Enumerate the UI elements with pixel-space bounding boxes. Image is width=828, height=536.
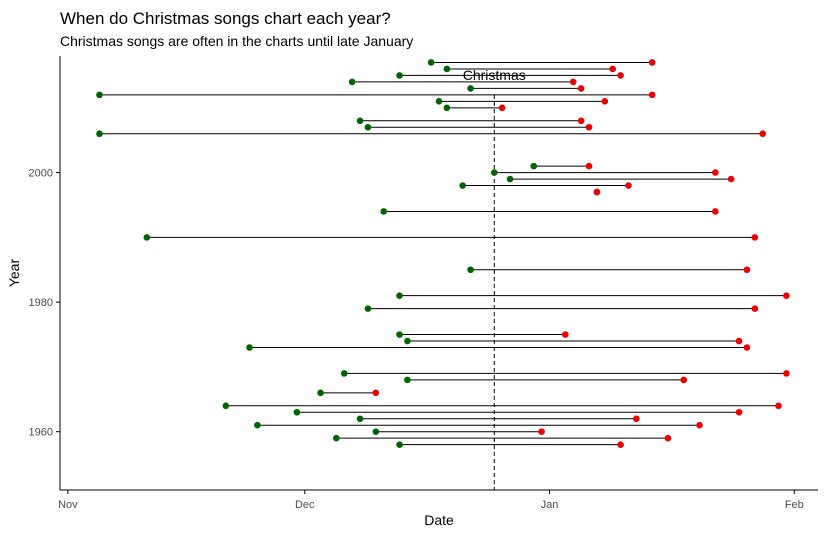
end-point-1963 <box>735 408 743 416</box>
start-point-1961 <box>254 421 261 429</box>
start-point-1969 <box>340 370 348 377</box>
start-point-1973 <box>246 344 253 351</box>
end-point-1994 <box>712 208 719 215</box>
y-axis-title: Year <box>6 259 22 288</box>
plot-area: Christmas <box>96 59 790 490</box>
start-point-2012 <box>96 91 103 99</box>
x-tick-label-nov: Nov <box>58 499 78 511</box>
end-point-1969 <box>783 370 790 377</box>
end-point-2001 <box>585 162 593 170</box>
end-point-1964 <box>775 402 782 410</box>
end-point-2000 <box>712 169 719 176</box>
start-point-1974 <box>404 337 411 345</box>
x-tick-label-dec: Dec <box>295 499 315 511</box>
end-point-2015 <box>617 72 624 79</box>
end-point-1998 <box>625 182 632 189</box>
end-point-1968 <box>680 376 688 384</box>
start-point-1981 <box>396 292 403 299</box>
start-point-2017 <box>427 59 435 66</box>
end-point-2007 <box>585 123 593 131</box>
start-point-1963 <box>293 408 301 416</box>
end-point-2013 <box>577 85 585 92</box>
start-point-2014 <box>348 78 356 86</box>
end-point-1958 <box>617 441 624 448</box>
end-point-1961 <box>696 421 703 429</box>
end-point-2014 <box>569 78 577 86</box>
start-point-1990 <box>143 234 151 241</box>
end-point-1999 <box>727 175 735 183</box>
end-point-2016 <box>609 65 617 73</box>
start-point-1968 <box>404 376 411 384</box>
end-point-2006 <box>759 130 767 138</box>
start-point-2006 <box>96 130 103 138</box>
start-point-1959 <box>333 434 340 442</box>
end-point-1990 <box>751 234 759 241</box>
start-point-2010 <box>443 104 451 112</box>
y-tick-label-1960: 1960 <box>29 427 53 439</box>
end-point-1997 <box>593 188 601 196</box>
end-point-2008 <box>577 117 585 125</box>
start-point-1966 <box>317 389 324 397</box>
x-axis-title: Date <box>424 512 454 528</box>
end-point-1975 <box>562 331 569 338</box>
start-point-1964 <box>222 402 230 410</box>
end-point-1960 <box>538 428 545 436</box>
start-point-1998 <box>459 182 466 189</box>
start-point-1979 <box>364 305 372 312</box>
start-point-1994 <box>380 208 388 215</box>
end-point-1974 <box>735 337 743 345</box>
start-point-1999 <box>506 175 514 183</box>
chart-title: When do Christmas songs chart each year? <box>60 9 391 28</box>
start-point-2016 <box>443 65 451 73</box>
end-point-2011 <box>601 98 609 105</box>
start-point-1985 <box>467 266 474 274</box>
y-tick-label-2000: 2000 <box>29 168 53 180</box>
start-point-2000 <box>490 169 498 176</box>
y-tick-label-1980: 1980 <box>29 297 53 309</box>
end-point-2012 <box>648 91 656 99</box>
end-point-1962 <box>633 415 640 423</box>
start-point-1960 <box>372 428 380 436</box>
x-tick-label-feb: Feb <box>785 499 804 511</box>
start-point-1975 <box>396 331 403 338</box>
start-point-2008 <box>356 117 364 125</box>
end-point-1959 <box>664 434 672 442</box>
x-tick-label-jan: Jan <box>541 499 559 511</box>
end-point-2010 <box>498 104 506 112</box>
start-point-2011 <box>435 98 443 105</box>
chart-subtitle: Christmas songs are often in the charts … <box>60 33 413 49</box>
start-point-2007 <box>364 123 372 131</box>
end-point-1966 <box>372 389 380 397</box>
end-point-1985 <box>743 266 751 274</box>
start-point-2015 <box>396 72 403 79</box>
end-point-2017 <box>648 59 656 66</box>
end-point-1979 <box>751 305 759 312</box>
start-point-1962 <box>356 415 364 423</box>
start-point-2001 <box>530 162 538 170</box>
end-point-1981 <box>783 292 790 299</box>
end-point-1973 <box>743 344 751 351</box>
start-point-1958 <box>396 441 403 448</box>
axis-ticks: Nov Dec Jan Feb 1960 1980 2000 <box>29 168 804 511</box>
start-point-2013 <box>467 85 474 92</box>
